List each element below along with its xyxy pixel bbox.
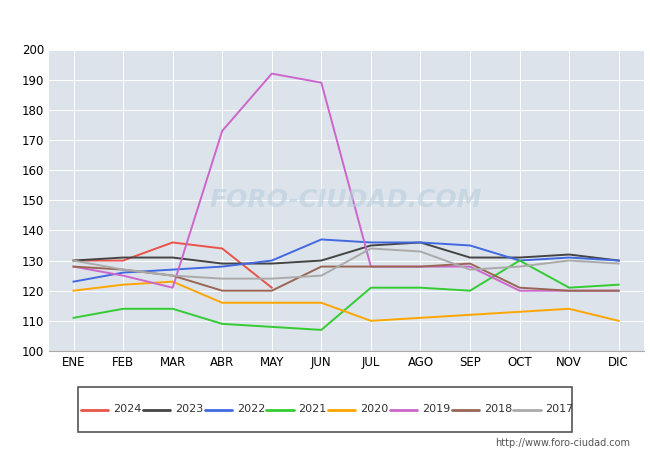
Text: http://www.foro-ciudad.com: http://www.foro-ciudad.com <box>495 438 630 448</box>
Text: 2024: 2024 <box>113 405 142 414</box>
Text: 2020: 2020 <box>360 405 389 414</box>
Text: 2018: 2018 <box>484 405 512 414</box>
Text: 2021: 2021 <box>298 405 327 414</box>
Text: Afiliados en Samper de Calanda a 31/5/2024: Afiliados en Samper de Calanda a 31/5/20… <box>118 11 532 29</box>
Text: 2022: 2022 <box>237 405 265 414</box>
Text: 2023: 2023 <box>175 405 203 414</box>
Text: 2019: 2019 <box>422 405 450 414</box>
Text: FORO-CIUDAD.COM: FORO-CIUDAD.COM <box>210 188 482 212</box>
Text: 2017: 2017 <box>545 405 574 414</box>
